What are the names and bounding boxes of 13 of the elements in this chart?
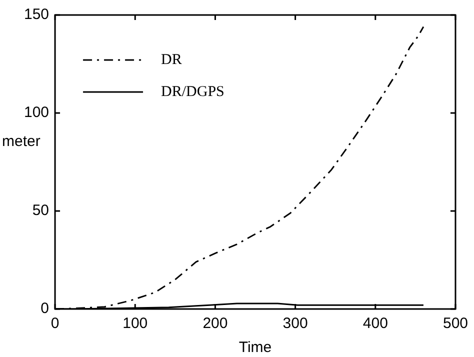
- legend-label: DR/DGPS: [161, 84, 224, 100]
- y-tick-label: 0: [40, 300, 50, 318]
- y-axis-title: meter: [2, 133, 40, 150]
- x-tick-label: 300: [282, 315, 308, 332]
- x-tick-label: 500: [442, 315, 468, 332]
- x-tick-label: 100: [122, 315, 148, 332]
- x-axis-title: Time: [238, 339, 272, 356]
- y-tick-label: 150: [24, 6, 50, 24]
- y-tick-label: 50: [32, 202, 50, 220]
- x-tick-label: 200: [202, 315, 228, 332]
- y-tick-label: 100: [24, 104, 50, 122]
- x-tick-label: 400: [362, 315, 388, 332]
- legend-label: DR: [161, 52, 182, 68]
